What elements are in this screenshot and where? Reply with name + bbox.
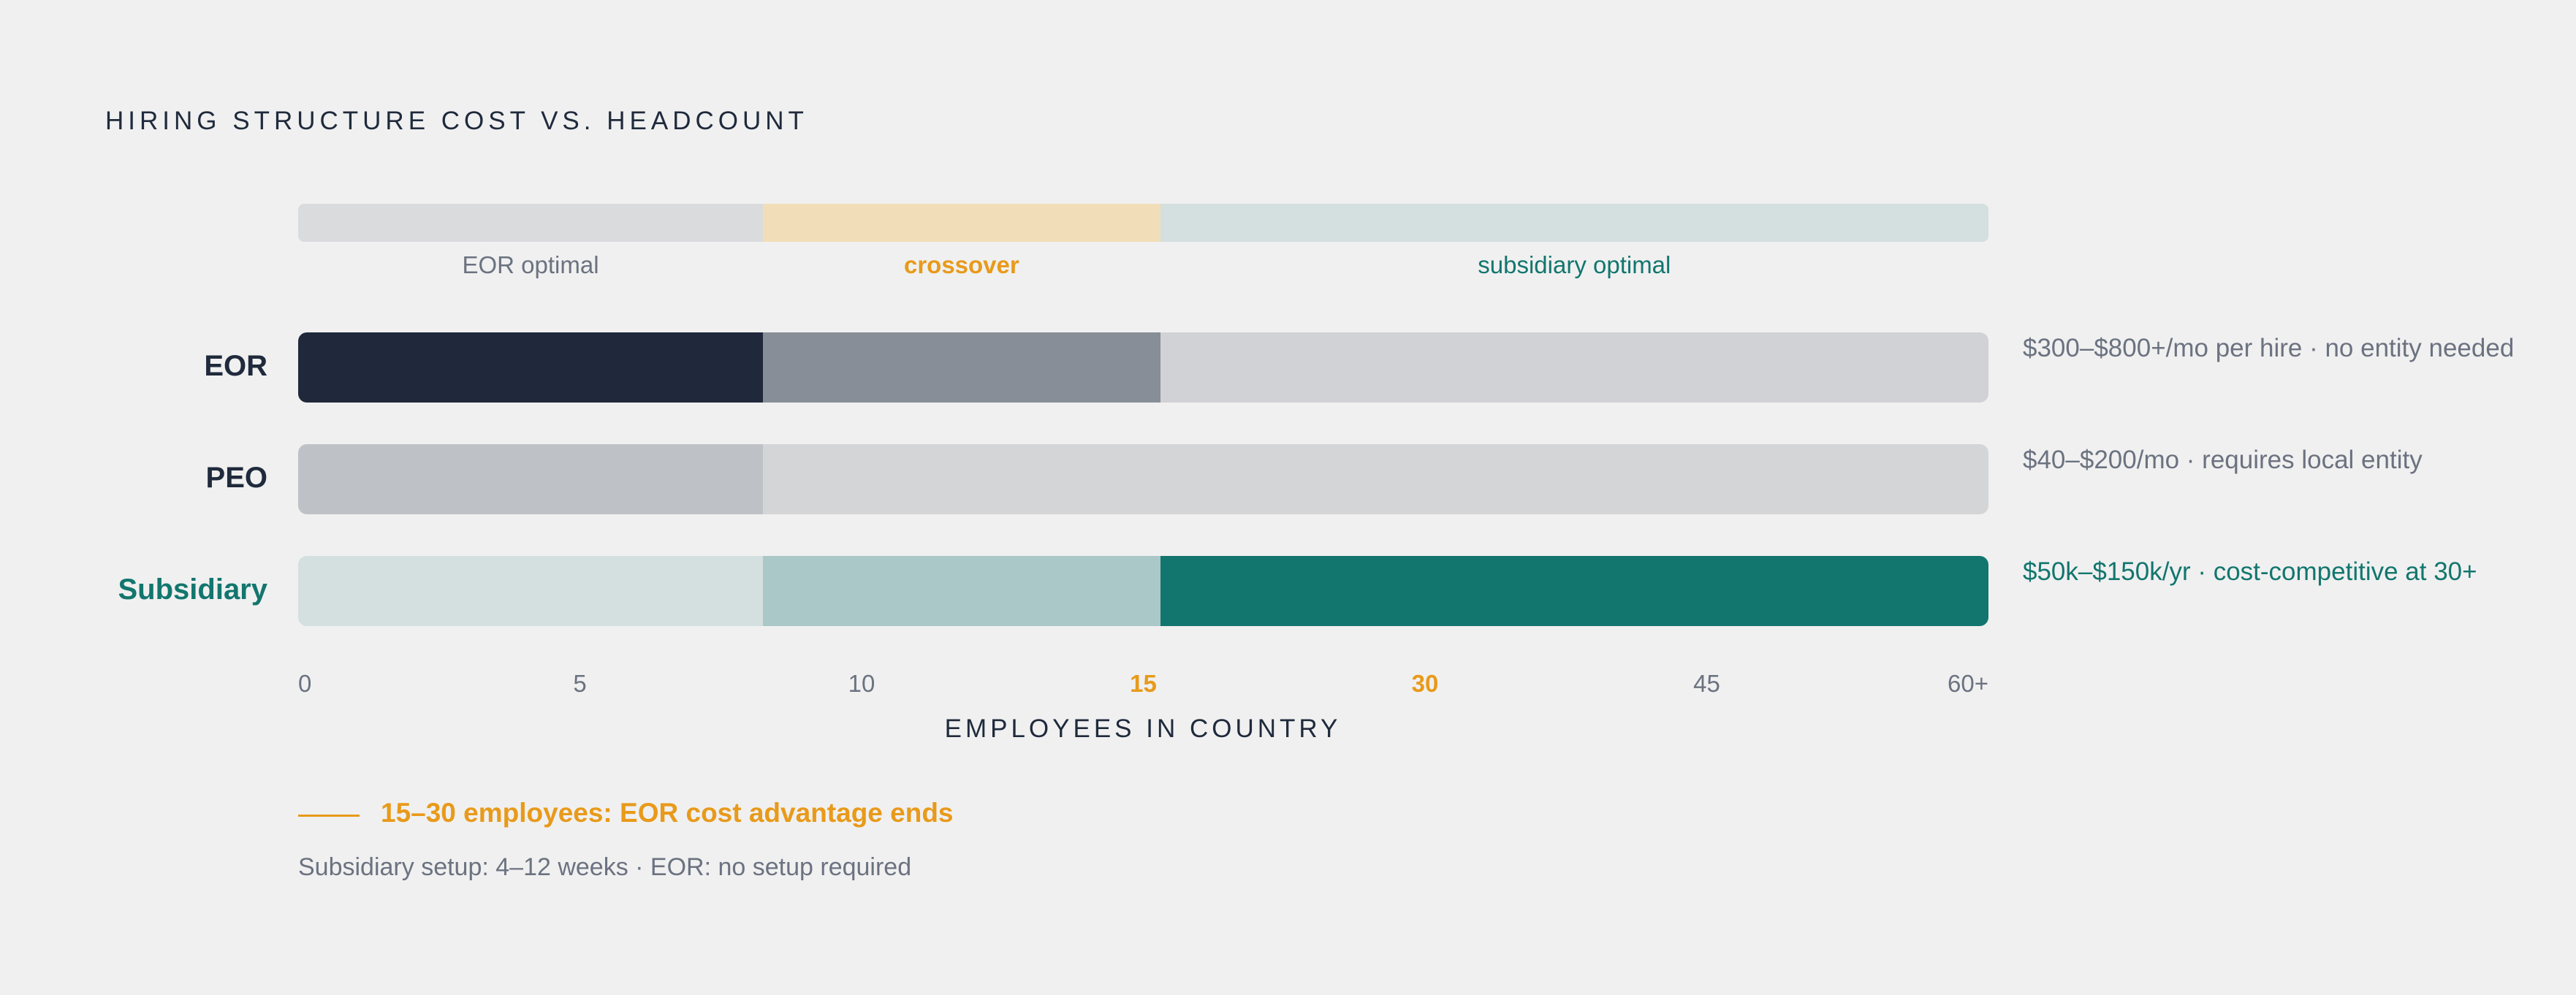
x-axis-label: EMPLOYEES IN COUNTRY bbox=[944, 714, 1342, 743]
zone-label-1: EOR optimal bbox=[462, 251, 599, 278]
x-tick-10: 10 bbox=[848, 670, 875, 697]
row-label-eor: EOR bbox=[204, 350, 267, 382]
chart-title: HIRING STRUCTURE COST VS. HEADCOUNT bbox=[105, 107, 808, 135]
bar-segment-peo-2 bbox=[763, 444, 1988, 514]
row-label-peo: PEO bbox=[205, 462, 267, 494]
x-tick-30: 30 bbox=[1411, 670, 1439, 697]
bar-track-peo bbox=[298, 444, 1988, 514]
bar-segment-subsidiary-3 bbox=[1160, 556, 1988, 626]
bar-segment-eor-3 bbox=[1160, 332, 1988, 403]
bar-segment-subsidiary-1 bbox=[298, 556, 764, 626]
x-tick-45: 45 bbox=[1693, 670, 1720, 697]
footnote: Subsidiary setup: 4–12 weeks · EOR: no s… bbox=[298, 853, 912, 881]
bar-segment-peo-1 bbox=[298, 444, 764, 514]
zone-label-3: subsidiary optimal bbox=[1478, 251, 1671, 278]
bar-segment-subsidiary-2 bbox=[763, 556, 1160, 626]
bar-track-subsidiary bbox=[298, 556, 1988, 626]
x-tick-0: 0 bbox=[298, 670, 312, 697]
zone-segment-2 bbox=[763, 204, 1160, 242]
row-note-subsidiary: $50k–$150k/yr · cost-competitive at 30+ bbox=[2023, 557, 2477, 586]
callout-line bbox=[298, 815, 360, 817]
zone-band bbox=[298, 204, 1988, 242]
zone-segment-3 bbox=[1160, 204, 1988, 242]
row-note-eor: $300–$800+/mo per hire · no entity neede… bbox=[2023, 334, 2515, 362]
callout-text: 15–30 employees: EOR cost advantage ends bbox=[381, 798, 954, 828]
x-tick-15: 15 bbox=[1130, 670, 1157, 697]
bar-track-eor bbox=[298, 332, 1988, 403]
row-label-subsidiary: Subsidiary bbox=[118, 573, 267, 606]
x-tick-60plus: 60+ bbox=[1948, 670, 1988, 697]
row-note-peo: $40–$200/mo · requires local entity bbox=[2023, 446, 2423, 474]
zone-segment-1 bbox=[298, 204, 764, 242]
zone-label-2: crossover bbox=[903, 251, 1019, 278]
bar-segment-eor-1 bbox=[298, 332, 764, 403]
bar-segment-eor-2 bbox=[763, 332, 1160, 403]
x-tick-5: 5 bbox=[573, 670, 587, 697]
